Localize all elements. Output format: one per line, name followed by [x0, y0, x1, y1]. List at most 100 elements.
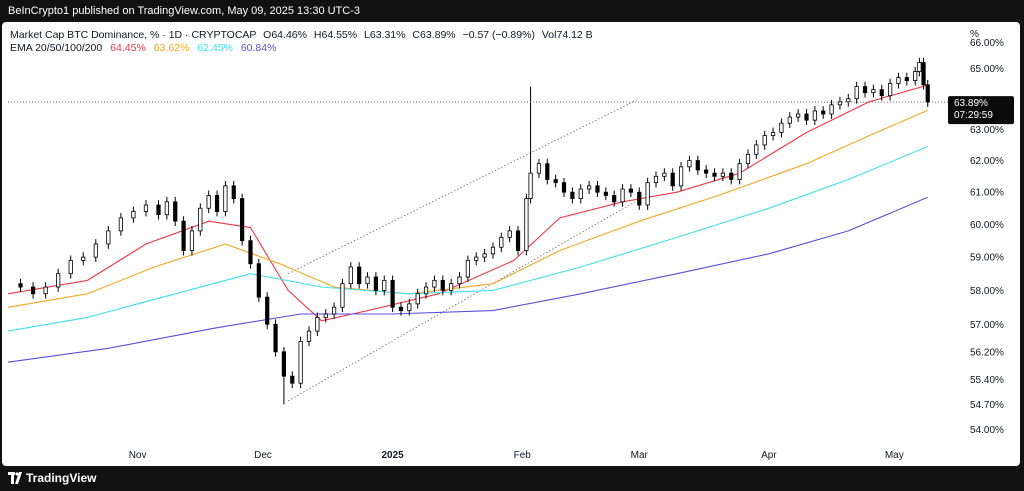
candle-body: [482, 253, 487, 258]
candle-body: [561, 182, 567, 193]
candle-body: [620, 188, 625, 203]
candle: [787, 112, 792, 129]
trend-channel: [287, 98, 640, 402]
candle: [896, 72, 901, 89]
candle: [536, 158, 542, 179]
candle-body: [888, 83, 893, 97]
candle: [507, 226, 512, 243]
candle-body: [298, 341, 303, 384]
candle: [653, 171, 659, 188]
candle: [804, 109, 809, 126]
candle-body: [846, 98, 851, 103]
footer-brand: TradingView: [26, 471, 97, 485]
candle: [256, 258, 261, 302]
legend-volume: 74.12 B: [556, 29, 592, 41]
candle: [662, 168, 667, 182]
candle: [796, 109, 801, 122]
ema-line: [7, 145, 928, 332]
candle: [921, 57, 926, 90]
candle: [871, 84, 876, 98]
candle-body: [720, 172, 725, 177]
candle: [56, 268, 61, 292]
x-tick-label: Mar: [631, 450, 649, 461]
candle: [265, 292, 270, 330]
candle: [628, 184, 634, 198]
candle: [118, 213, 123, 236]
candle-body: [256, 263, 261, 298]
tradingview-logo-icon: [8, 472, 22, 484]
publisher-line: BeInCrypto1 published on TradingView.com…: [8, 5, 360, 17]
candle-body: [223, 185, 228, 212]
x-tick-label: 2025: [381, 450, 404, 461]
candle: [449, 278, 454, 296]
svg-text:EMA 20/50/100/200 64: EMA 20/50/100/200 64.45% 63.62% 62.45% 6…: [10, 42, 276, 54]
trend-channel-line: [287, 98, 640, 275]
y-tick-partial: 66.00%: [970, 38, 1004, 49]
candle-body: [490, 246, 496, 255]
candle: [603, 187, 608, 201]
x-tick-label: Feb: [514, 450, 532, 461]
candle: [30, 282, 36, 299]
footer-bar: TradingView: [0, 466, 1024, 491]
candle: [846, 93, 851, 107]
y-tick-label: 56.20%: [970, 347, 1004, 358]
candle-body: [306, 330, 312, 342]
candlesticks: [18, 57, 930, 405]
candle-body: [106, 230, 111, 245]
candle: [695, 155, 700, 175]
candle: [465, 255, 470, 282]
candle: [595, 180, 600, 198]
y-tick-label: 62.00%: [970, 156, 1004, 167]
bar-countdown: 07:29:59: [954, 110, 993, 121]
candle-body: [365, 276, 370, 285]
trend-channel-line: [287, 201, 636, 402]
candle: [340, 278, 345, 313]
candle: [829, 99, 834, 119]
candle-body: [796, 113, 801, 118]
candle: [273, 319, 278, 357]
candle: [198, 203, 203, 236]
candle: [528, 86, 533, 204]
candle-body: [390, 279, 395, 308]
candle-body: [265, 296, 270, 325]
candle-body: [382, 279, 387, 291]
candle-body: [93, 243, 98, 258]
legend-change: −0.57 (−0.89%): [463, 29, 535, 41]
candle-body: [812, 110, 817, 121]
candle-body: [407, 303, 412, 312]
ema-line: [7, 196, 928, 363]
candle-body: [56, 273, 61, 288]
x-tick-label: Apr: [761, 450, 777, 461]
legend-close: 63.89%: [420, 29, 456, 41]
candle-body: [854, 86, 859, 100]
y-tick-label: 65.00%: [970, 64, 1004, 75]
candle-body: [30, 286, 36, 295]
candle-body: [357, 266, 362, 285]
candle: [687, 155, 692, 172]
legend-low: 63.31%: [370, 29, 406, 41]
y-tick-label: 54.00%: [970, 425, 1004, 436]
y-tick-label: 60.00%: [970, 220, 1004, 231]
candle-body: [474, 256, 479, 261]
candle: [821, 106, 826, 119]
candle-body: [587, 185, 592, 190]
candle: [423, 282, 429, 299]
candle: [382, 275, 387, 296]
chart-svg[interactable]: Market Cap BTC Dominance, % · 1D · CRYPT…: [2, 22, 1020, 466]
candle: [306, 326, 312, 347]
candle: [357, 262, 362, 289]
last-price-value: 63.89%: [954, 98, 988, 109]
y-tick-label: 55.40%: [970, 375, 1004, 386]
candle-body: [528, 172, 533, 200]
candle: [578, 184, 583, 204]
candle-body: [118, 217, 123, 232]
ema50-value: 63.62%: [154, 42, 190, 54]
candle-body: [290, 375, 295, 384]
chart-panel[interactable]: Market Cap BTC Dominance, % · 1D · CRYPT…: [2, 22, 1020, 466]
candle-body: [570, 191, 575, 200]
candle-body: [457, 276, 462, 285]
candle-body: [315, 317, 320, 332]
candle-body: [925, 84, 930, 103]
candle-body: [896, 77, 901, 84]
candle: [515, 226, 521, 256]
